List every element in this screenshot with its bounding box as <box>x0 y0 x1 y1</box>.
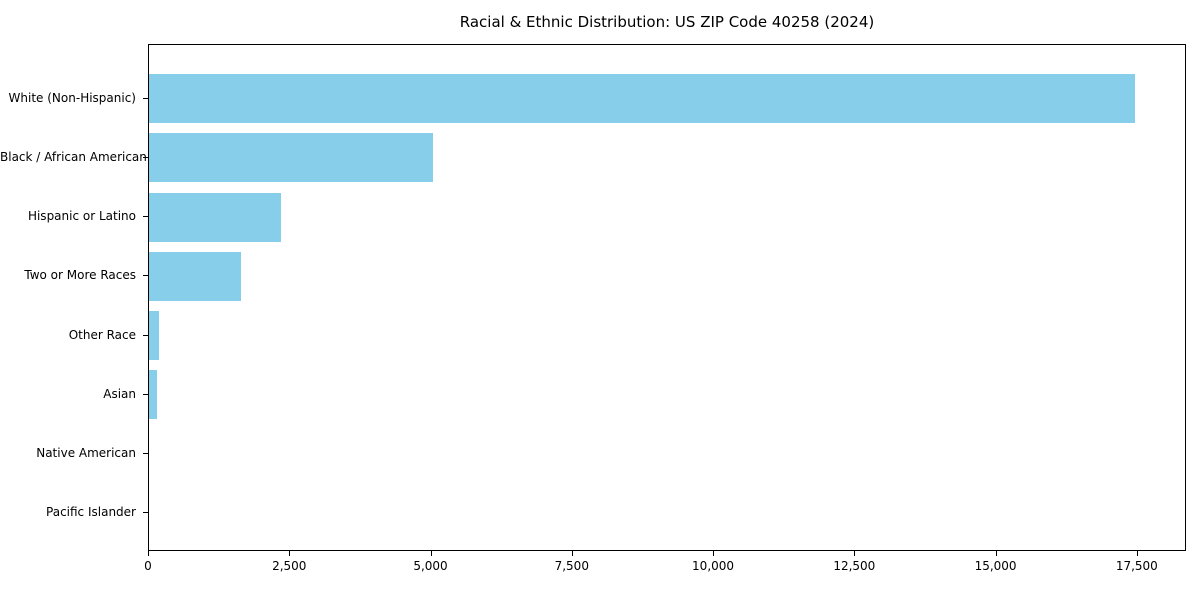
x-tick-label: 0 <box>144 559 152 573</box>
plot-area <box>148 44 1186 551</box>
y-tick-label: White (Non-Hispanic) <box>8 90 136 105</box>
x-tick-label: 17,500 <box>1115 559 1158 573</box>
x-tick-mark <box>148 551 149 556</box>
x-tick-mark <box>713 551 715 556</box>
y-tick-mark <box>143 156 148 158</box>
y-tick-label: Native American <box>36 446 136 461</box>
chart-title: Racial & Ethnic Distribution: US ZIP Cod… <box>459 13 875 31</box>
x-tick-mark <box>1136 551 1138 556</box>
y-tick-label: Two or More Races <box>24 268 136 283</box>
y-tick-mark <box>143 512 148 514</box>
y-tick-label: Hispanic or Latino <box>27 209 136 224</box>
x-tick-mark <box>571 551 573 556</box>
x-tick-mark <box>430 551 432 556</box>
y-tick-label: Other Race <box>68 327 136 342</box>
bar-white-non-hispanic <box>149 74 1135 124</box>
x-tick-label: 7,500 <box>554 559 589 573</box>
bar-hispanic-or-latino <box>149 192 281 242</box>
x-tick-mark <box>289 551 291 556</box>
y-tick-mark <box>143 216 148 218</box>
y-tick-mark <box>143 97 148 99</box>
x-tick-label: 12,500 <box>833 559 876 573</box>
y-tick-mark <box>143 334 148 336</box>
y-tick-mark <box>143 275 148 277</box>
y-tick-label: Black / African American <box>0 149 147 164</box>
x-tick-mark <box>995 551 997 556</box>
x-tick-label: 10,000 <box>692 559 735 573</box>
x-tick-mark <box>854 551 856 556</box>
x-tick-label: 2,500 <box>272 559 307 573</box>
bar-asian <box>149 370 158 420</box>
y-tick-label: Asian <box>103 386 136 401</box>
bar-black-african-american <box>149 133 433 183</box>
x-tick-label: 15,000 <box>974 559 1017 573</box>
bar-two-or-more-races <box>149 251 241 301</box>
y-tick-mark <box>143 453 148 455</box>
y-tick-mark <box>143 393 148 395</box>
bar-other-race <box>149 311 159 361</box>
x-tick-label: 5,000 <box>413 559 448 573</box>
y-tick-label: Pacific Islander <box>46 505 136 520</box>
